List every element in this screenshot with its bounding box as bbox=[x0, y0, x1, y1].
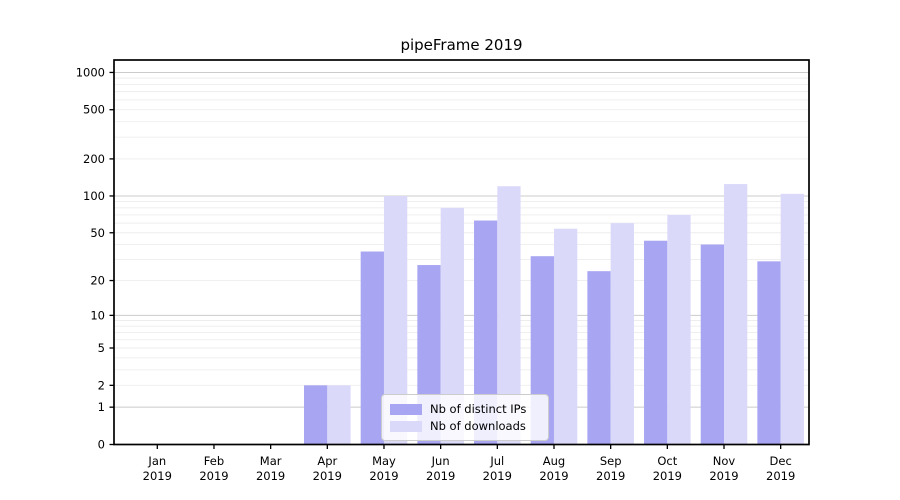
y-tick-label: 100 bbox=[83, 189, 105, 203]
bar-ips-oct bbox=[644, 240, 668, 445]
bar-ips-jul bbox=[474, 220, 498, 445]
y-tick-label: 1000 bbox=[76, 65, 105, 79]
x-tick-label-month: Jan bbox=[147, 454, 166, 468]
x-tick-label-month: Dec bbox=[770, 454, 792, 468]
legend-item-distinct-ips: Nb of distinct IPs bbox=[382, 402, 548, 416]
x-tick-label-year: 2019 bbox=[426, 469, 455, 483]
bar-ips-apr bbox=[304, 385, 328, 445]
bar-downloads-may bbox=[383, 195, 408, 445]
y-tick-label: 500 bbox=[83, 103, 105, 117]
x-tick-label-month: Feb bbox=[204, 454, 224, 468]
legend-label: Nb of distinct IPs bbox=[430, 402, 527, 416]
legend-label: Nb of downloads bbox=[430, 419, 526, 433]
x-tick-label-month: May bbox=[372, 454, 396, 468]
bar-downloads-nov bbox=[724, 184, 748, 445]
x-tick-label-year: 2019 bbox=[199, 469, 228, 483]
y-tick-label: 0 bbox=[98, 438, 105, 452]
bar-ips-dec bbox=[757, 261, 781, 445]
y-tick-label: 2 bbox=[98, 378, 105, 392]
legend-swatch-downloads-icon bbox=[390, 420, 422, 432]
x-tick-label-month: Jul bbox=[489, 454, 504, 468]
axes-box bbox=[113, 59, 810, 446]
x-tick-label-month: Nov bbox=[713, 454, 736, 468]
y-tick-label: 20 bbox=[90, 274, 105, 288]
y-tick-label: 50 bbox=[90, 226, 105, 240]
x-tick-label-month: Sep bbox=[600, 454, 622, 468]
legend-item-downloads: Nb of downloads bbox=[382, 419, 548, 433]
bar-ips-nov bbox=[700, 244, 724, 445]
x-tick-label-month: Apr bbox=[317, 454, 337, 468]
x-tick-label-year: 2019 bbox=[709, 469, 738, 483]
bar-downloads-aug bbox=[553, 228, 578, 445]
x-tick-label-month: Mar bbox=[260, 454, 282, 468]
bar-downloads-oct bbox=[667, 214, 691, 445]
y-tick-label: 1 bbox=[98, 400, 105, 414]
bar-ips-sep bbox=[587, 271, 611, 445]
x-tick-label-month: Aug bbox=[543, 454, 565, 468]
legend-swatch-distinct-ips-icon bbox=[390, 403, 422, 415]
x-tick-label-month: Oct bbox=[657, 454, 677, 468]
x-tick-label-year: 2019 bbox=[369, 469, 398, 483]
y-tick-label: 10 bbox=[90, 308, 105, 322]
x-tick-label-year: 2019 bbox=[596, 469, 625, 483]
legend: Nb of distinct IPs Nb of downloads bbox=[381, 394, 549, 441]
x-tick-label-year: 2019 bbox=[483, 469, 512, 483]
chart-title: pipeFrame 2019 bbox=[400, 36, 523, 54]
x-tick-label-year: 2019 bbox=[256, 469, 285, 483]
x-tick-label-year: 2019 bbox=[313, 469, 342, 483]
x-tick-label-year: 2019 bbox=[766, 469, 795, 483]
y-tick-label: 200 bbox=[83, 152, 105, 166]
bar-downloads-sep bbox=[610, 223, 634, 445]
bar-ips-may bbox=[360, 251, 384, 445]
bar-downloads-jul bbox=[497, 186, 521, 445]
x-tick-label-month: Jun bbox=[431, 454, 450, 468]
bar-downloads-dec bbox=[780, 193, 804, 445]
x-tick-label-year: 2019 bbox=[143, 469, 172, 483]
bar-downloads-apr bbox=[327, 385, 351, 445]
bar-downloads-jun bbox=[440, 207, 464, 445]
x-tick-label-year: 2019 bbox=[653, 469, 682, 483]
x-tick-label-year: 2019 bbox=[539, 469, 568, 483]
y-tick-label: 5 bbox=[98, 341, 105, 355]
